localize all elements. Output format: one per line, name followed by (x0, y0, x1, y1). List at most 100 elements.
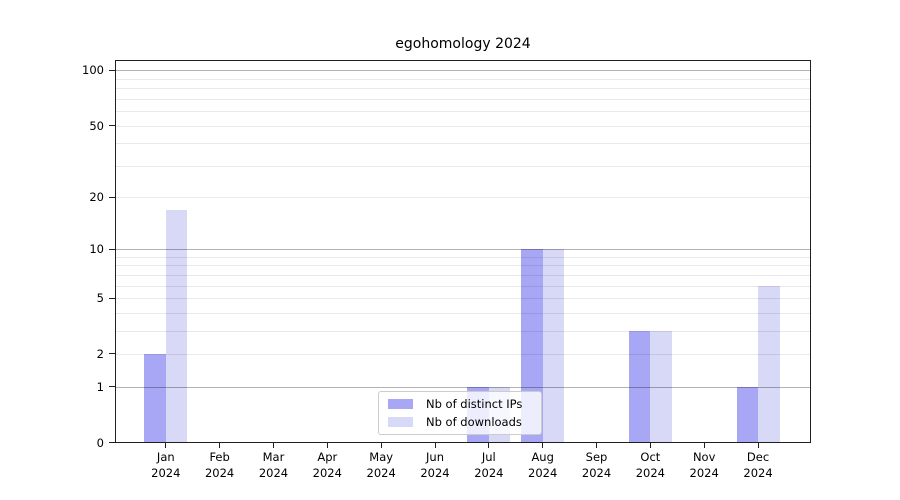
legend-swatch-distinct-ips (388, 399, 413, 409)
minor-gridline (116, 111, 810, 113)
x-tick-label: Mar 2024 (246, 449, 300, 481)
y-tick-label: 1 (96, 379, 104, 394)
x-tick-mark (165, 443, 167, 448)
x-tick-mark (326, 443, 328, 448)
x-tick-year: 2024 (151, 466, 181, 480)
x-tick-label: Dec 2024 (731, 449, 785, 481)
y-tick-mark (109, 297, 115, 299)
y-tick-mark (109, 125, 115, 127)
minor-gridline (116, 197, 810, 199)
x-tick-month: Feb (209, 450, 230, 464)
legend-label-distinct-ips: Nb of distinct IPs (426, 397, 523, 411)
y-tick-mark (109, 196, 115, 198)
x-tick-month: Dec (746, 450, 770, 464)
bar-distinct-ips-jan (144, 353, 166, 442)
minor-gridline (116, 285, 810, 287)
x-tick-mark (434, 443, 436, 448)
minor-gridline (116, 256, 810, 258)
x-tick-year: 2024 (366, 466, 396, 480)
x-tick-month: Jul (481, 450, 496, 464)
x-tick-month: Jun (426, 450, 444, 464)
x-tick-mark (380, 443, 382, 448)
plot-area: Nb of distinct IPs Nb of downloads (115, 60, 811, 443)
bar-distinct-ips-oct (628, 330, 651, 442)
legend-item-distinct-ips: Nb of distinct IPs (388, 397, 541, 412)
x-tick-year: 2024 (635, 466, 665, 480)
y-tick-label: 100 (82, 63, 104, 78)
x-tick-year: 2024 (258, 466, 289, 480)
y-tick-mark (109, 69, 115, 71)
y-tick-mark (109, 248, 115, 250)
bar-downloads-aug (542, 249, 565, 442)
bar-downloads-oct (650, 330, 672, 442)
minor-gridline (116, 312, 810, 314)
x-tick-month: Aug (531, 450, 554, 464)
x-tick-year: 2024 (689, 466, 719, 480)
y-tick-label: 50 (89, 118, 104, 133)
legend-item-downloads: Nb of downloads (388, 415, 541, 430)
legend-label-downloads: Nb of downloads (426, 415, 522, 429)
chart-title: egohomology 2024 (395, 36, 531, 52)
gridlines-layer (116, 61, 810, 442)
legend: Nb of distinct IPs Nb of downloads (378, 391, 542, 435)
x-tick-month: Mar (262, 450, 285, 464)
x-tick-label: Sep 2024 (570, 449, 624, 481)
major-gridline (116, 249, 810, 251)
x-tick-mark (757, 443, 759, 448)
minor-gridline (116, 78, 810, 80)
major-gridline (116, 386, 810, 388)
minor-gridline (116, 165, 810, 167)
x-tick-mark (596, 443, 598, 448)
y-tick-mark (109, 386, 115, 388)
y-tick-label: 2 (96, 346, 104, 361)
x-tick-mark (542, 443, 544, 448)
x-tick-mark (219, 443, 221, 448)
x-tick-label: Oct 2024 (623, 449, 677, 481)
major-gridline (116, 70, 810, 72)
y-tick-label: 20 (89, 190, 104, 205)
x-tick-month: Jan (156, 450, 175, 464)
minor-gridline (116, 88, 810, 90)
x-tick-label: Jul 2024 (462, 449, 516, 481)
x-tick-mark (703, 443, 705, 448)
bar-downloads-jan (165, 209, 188, 442)
x-tick-label: Apr 2024 (300, 449, 354, 481)
minor-gridline (116, 298, 810, 300)
x-tick-year: 2024 (420, 466, 450, 480)
legend-swatch-downloads (388, 417, 413, 427)
x-tick-year: 2024 (204, 466, 235, 480)
x-tick-year: 2024 (743, 466, 773, 480)
y-tick-mark (109, 353, 115, 355)
x-tick-month: Apr (317, 450, 338, 464)
x-tick-month: Sep (585, 450, 608, 464)
minor-gridline (116, 330, 810, 332)
x-tick-mark (649, 443, 651, 448)
x-tick-year: 2024 (474, 466, 504, 480)
x-tick-year: 2024 (581, 466, 612, 480)
bar-distinct-ips-dec (736, 386, 759, 442)
y-tick-mark (109, 442, 115, 443)
x-tick-label: Jun 2024 (408, 449, 462, 481)
y-tick-label: 10 (89, 242, 104, 257)
minor-gridline (116, 125, 810, 127)
x-tick-year: 2024 (528, 466, 558, 480)
minor-gridline (116, 274, 810, 276)
x-tick-month: Oct (640, 450, 661, 464)
x-tick-mark (272, 443, 274, 448)
y-tick-label: 5 (96, 291, 104, 306)
x-tick-month: May (369, 450, 394, 464)
minor-gridline (116, 143, 810, 145)
x-tick-month: Nov (692, 450, 716, 464)
x-tick-label: Nov 2024 (677, 449, 731, 481)
y-tick-label: 0 (96, 435, 104, 450)
x-tick-label: May 2024 (354, 449, 408, 481)
x-tick-label: Aug 2024 (516, 449, 570, 481)
x-tick-label: Jan 2024 (139, 449, 193, 481)
bar-downloads-dec (758, 285, 780, 442)
x-tick-mark (488, 443, 490, 448)
x-tick-year: 2024 (312, 466, 342, 480)
minor-gridline (116, 265, 810, 267)
x-tick-label: Feb 2024 (193, 449, 247, 481)
minor-gridline (116, 353, 810, 355)
